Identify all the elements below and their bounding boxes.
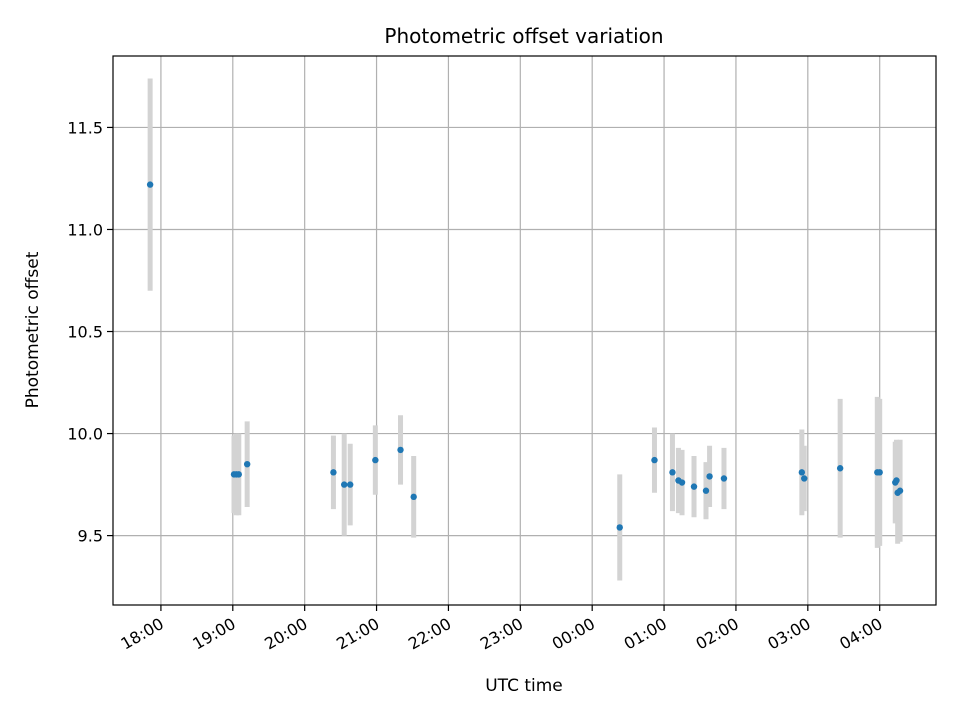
data-point xyxy=(678,479,686,486)
data-point xyxy=(720,475,728,482)
data-point xyxy=(243,460,251,468)
data-point xyxy=(876,469,883,476)
y-tick-label: 9.5 xyxy=(78,527,103,546)
x-tick-label: 22:00 xyxy=(405,614,454,654)
x-tick-label: 03:00 xyxy=(764,614,813,654)
data-point xyxy=(372,456,379,464)
x-tick-label: 20:00 xyxy=(261,614,310,654)
data-point xyxy=(341,481,348,488)
y-tick-label: 11.0 xyxy=(67,220,103,239)
plot-frame xyxy=(112,55,937,606)
x-axis-ticks: 18:00 19:00 20:00 21:00 22:00 23:00 00:00 01:00… xyxy=(117,605,886,654)
data-point xyxy=(798,469,806,476)
chart-title: Photometric offset variation xyxy=(384,24,663,48)
y-axis-ticks: 9.5 10.0 10.5 11.0 11.5 xyxy=(67,118,113,546)
x-tick-label: 02:00 xyxy=(693,614,742,654)
data-point xyxy=(690,483,698,490)
y-axis-label: Photometric offset xyxy=(23,251,43,408)
y-tick-label: 11.5 xyxy=(67,118,103,137)
data-point xyxy=(706,473,713,480)
data-point xyxy=(702,487,710,494)
data-point xyxy=(346,481,354,488)
data-point xyxy=(836,465,844,472)
data-point xyxy=(235,471,242,478)
x-tick-label: 18:00 xyxy=(117,614,166,654)
data-point xyxy=(651,456,658,464)
x-axis-label: UTC time xyxy=(485,676,563,696)
data-point xyxy=(616,524,623,531)
x-tick-label: 23:00 xyxy=(477,614,526,654)
x-tick-label: 21:00 xyxy=(333,614,382,654)
x-tick-label: 19:00 xyxy=(189,614,238,654)
data-point xyxy=(410,493,417,501)
data-point xyxy=(330,469,337,476)
points xyxy=(146,181,904,531)
data-point xyxy=(896,487,904,494)
data-point xyxy=(146,181,154,188)
data-point xyxy=(893,477,900,484)
y-tick-label: 10.5 xyxy=(67,323,103,342)
x-tick-label: 04:00 xyxy=(836,614,885,654)
errorbars xyxy=(147,78,903,581)
data-point xyxy=(669,469,676,476)
data-point xyxy=(801,475,808,482)
grid xyxy=(113,56,936,605)
y-tick-label: 10.0 xyxy=(67,425,103,444)
x-tick-label: 00:00 xyxy=(549,614,598,654)
data-point xyxy=(397,446,404,454)
x-tick-label: 01:00 xyxy=(621,614,670,654)
